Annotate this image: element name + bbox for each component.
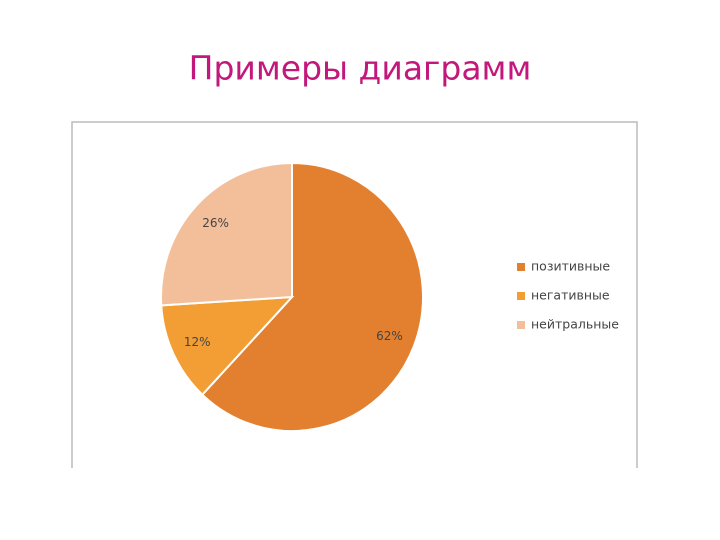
legend-label: нейтральные — [531, 317, 619, 332]
legend-swatch — [517, 263, 525, 271]
legend-swatch — [517, 321, 525, 329]
legend: позитивные негативные нейтральные — [517, 259, 619, 332]
pie-slice — [160, 161, 293, 307]
slide-title: Примеры диаграмм — [189, 49, 532, 88]
legend-swatch — [517, 292, 525, 300]
data-label: 26% — [202, 216, 229, 230]
legend-label: негативные — [531, 288, 610, 303]
chart-frame — [71, 121, 638, 468]
data-label: 62% — [376, 329, 403, 343]
pie-slice — [160, 295, 295, 397]
data-label: 12% — [184, 335, 211, 349]
pie: 62% 12% 26% — [160, 161, 424, 432]
legend-label: позитивные — [531, 259, 610, 274]
pie-slice — [200, 161, 424, 432]
